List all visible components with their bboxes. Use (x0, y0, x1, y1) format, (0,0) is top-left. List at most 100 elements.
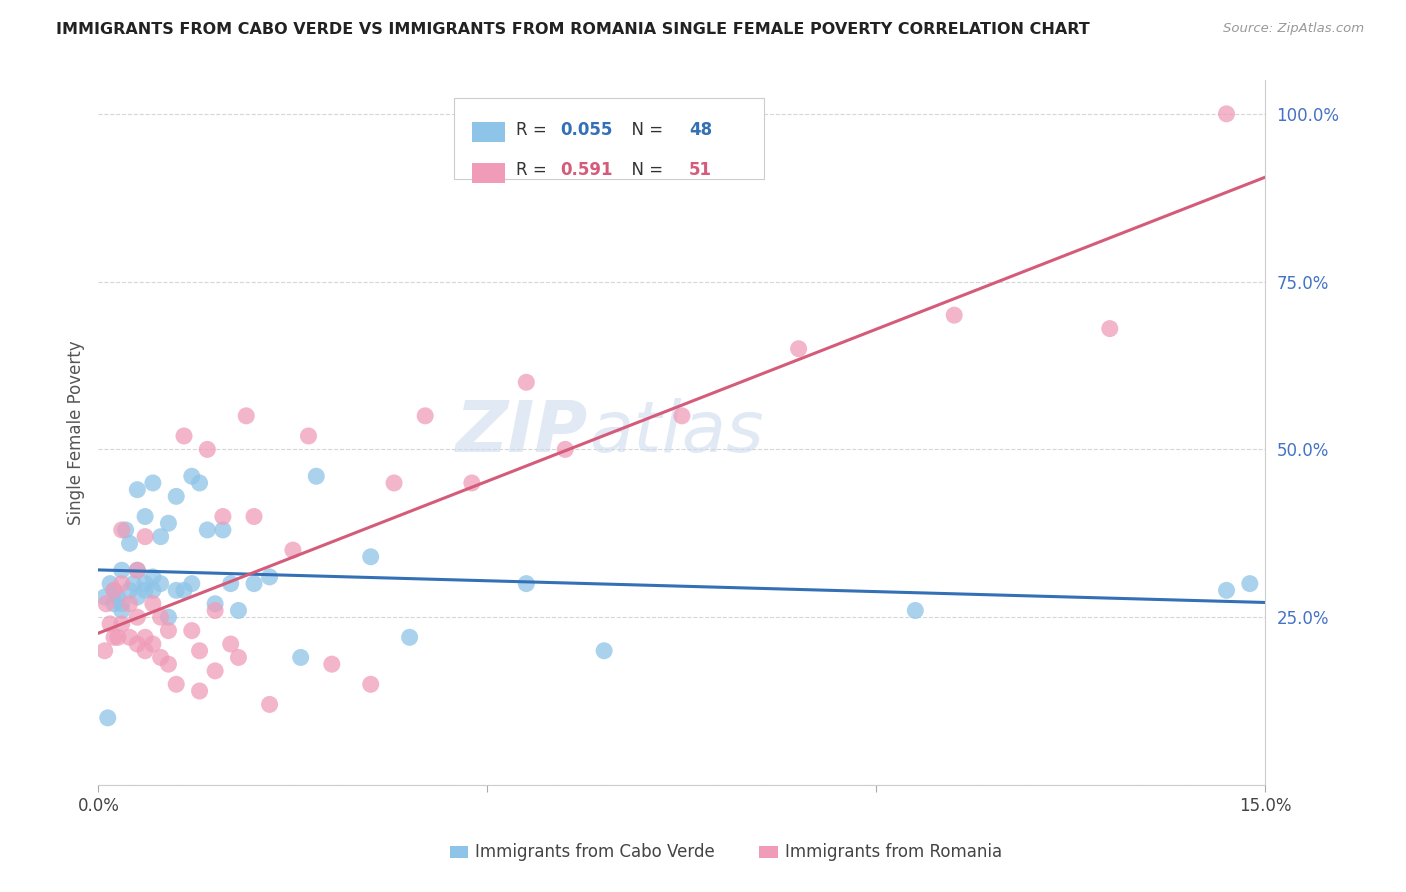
Point (157, 624, 180, 638)
Text: 0.055: 0.055 (561, 120, 613, 138)
Point (1215, 107, 1237, 121)
Point (134, 644, 156, 658)
Bar (454, 98, 763, 179)
Point (554, 442, 576, 457)
Point (96, 597, 118, 611)
Point (127, 563, 149, 577)
Point (111, 603, 134, 617)
Point (114, 523, 136, 537)
Point (122, 576, 145, 591)
Point (149, 576, 172, 591)
Point (98, 616, 121, 631)
Y-axis label: Single Female Poverty: Single Female Poverty (66, 341, 84, 524)
Point (1098, 321, 1121, 335)
Point (93, 644, 115, 658)
Text: Immigrants from Cabo Verde: Immigrants from Cabo Verde (475, 843, 716, 861)
Point (107, 590, 129, 604)
Text: N =: N = (621, 161, 669, 179)
Text: N =: N = (621, 120, 669, 138)
Point (134, 576, 156, 591)
Point (398, 630, 420, 644)
Point (1215, 583, 1237, 598)
Point (103, 630, 125, 644)
Point (157, 610, 180, 624)
Point (204, 603, 226, 617)
Text: 48: 48 (689, 120, 711, 138)
Point (111, 563, 134, 577)
Point (219, 576, 242, 591)
Point (259, 570, 281, 584)
Point (157, 657, 180, 672)
Point (111, 576, 134, 591)
Point (173, 583, 195, 598)
Point (127, 483, 149, 497)
Point (360, 677, 382, 691)
Point (243, 576, 266, 591)
Point (111, 616, 134, 631)
Point (188, 475, 211, 490)
Bar (759, 846, 778, 858)
Point (671, 409, 693, 423)
Bar (450, 846, 468, 858)
Point (515, 376, 537, 390)
Point (118, 583, 141, 598)
Point (188, 644, 211, 658)
Point (111, 597, 134, 611)
Point (413, 409, 436, 423)
Point (149, 650, 172, 665)
Point (173, 429, 195, 443)
Point (127, 610, 149, 624)
Point (297, 429, 319, 443)
Point (243, 509, 266, 524)
Point (149, 530, 172, 544)
Point (180, 469, 202, 483)
Point (142, 637, 165, 651)
Point (142, 475, 165, 490)
Point (904, 603, 927, 617)
Point (461, 475, 484, 490)
Point (103, 583, 125, 598)
Point (188, 684, 211, 698)
Point (180, 576, 202, 591)
Point (212, 509, 235, 524)
Point (165, 677, 187, 691)
Point (212, 523, 235, 537)
Point (118, 630, 141, 644)
Point (321, 657, 343, 672)
Point (157, 516, 180, 531)
Point (228, 650, 250, 665)
Point (149, 610, 172, 624)
Point (195, 523, 218, 537)
Text: 0.591: 0.591 (561, 161, 613, 179)
Point (259, 698, 281, 712)
Bar (472, 122, 505, 142)
Text: 51: 51 (689, 161, 711, 179)
Point (360, 549, 382, 564)
Text: atlas: atlas (589, 398, 763, 467)
Point (219, 637, 242, 651)
Point (98, 576, 121, 591)
Text: IMMIGRANTS FROM CABO VERDE VS IMMIGRANTS FROM ROMANIA SINGLE FEMALE POVERTY CORR: IMMIGRANTS FROM CABO VERDE VS IMMIGRANTS… (56, 22, 1090, 37)
Point (134, 583, 156, 598)
Text: R =: R = (516, 120, 553, 138)
Point (127, 590, 149, 604)
Point (165, 583, 187, 598)
Point (107, 630, 129, 644)
Point (118, 536, 141, 550)
Point (382, 475, 405, 490)
Point (943, 308, 966, 322)
Point (204, 597, 226, 611)
Point (290, 650, 312, 665)
Point (228, 603, 250, 617)
Text: Immigrants from Romania: Immigrants from Romania (785, 843, 1001, 861)
Point (195, 442, 218, 457)
Point (515, 576, 537, 591)
Point (97, 711, 120, 725)
Point (103, 597, 125, 611)
Point (180, 624, 202, 638)
Point (134, 509, 156, 524)
Point (235, 409, 257, 423)
Point (127, 637, 149, 651)
Point (127, 563, 149, 577)
Point (103, 583, 125, 598)
